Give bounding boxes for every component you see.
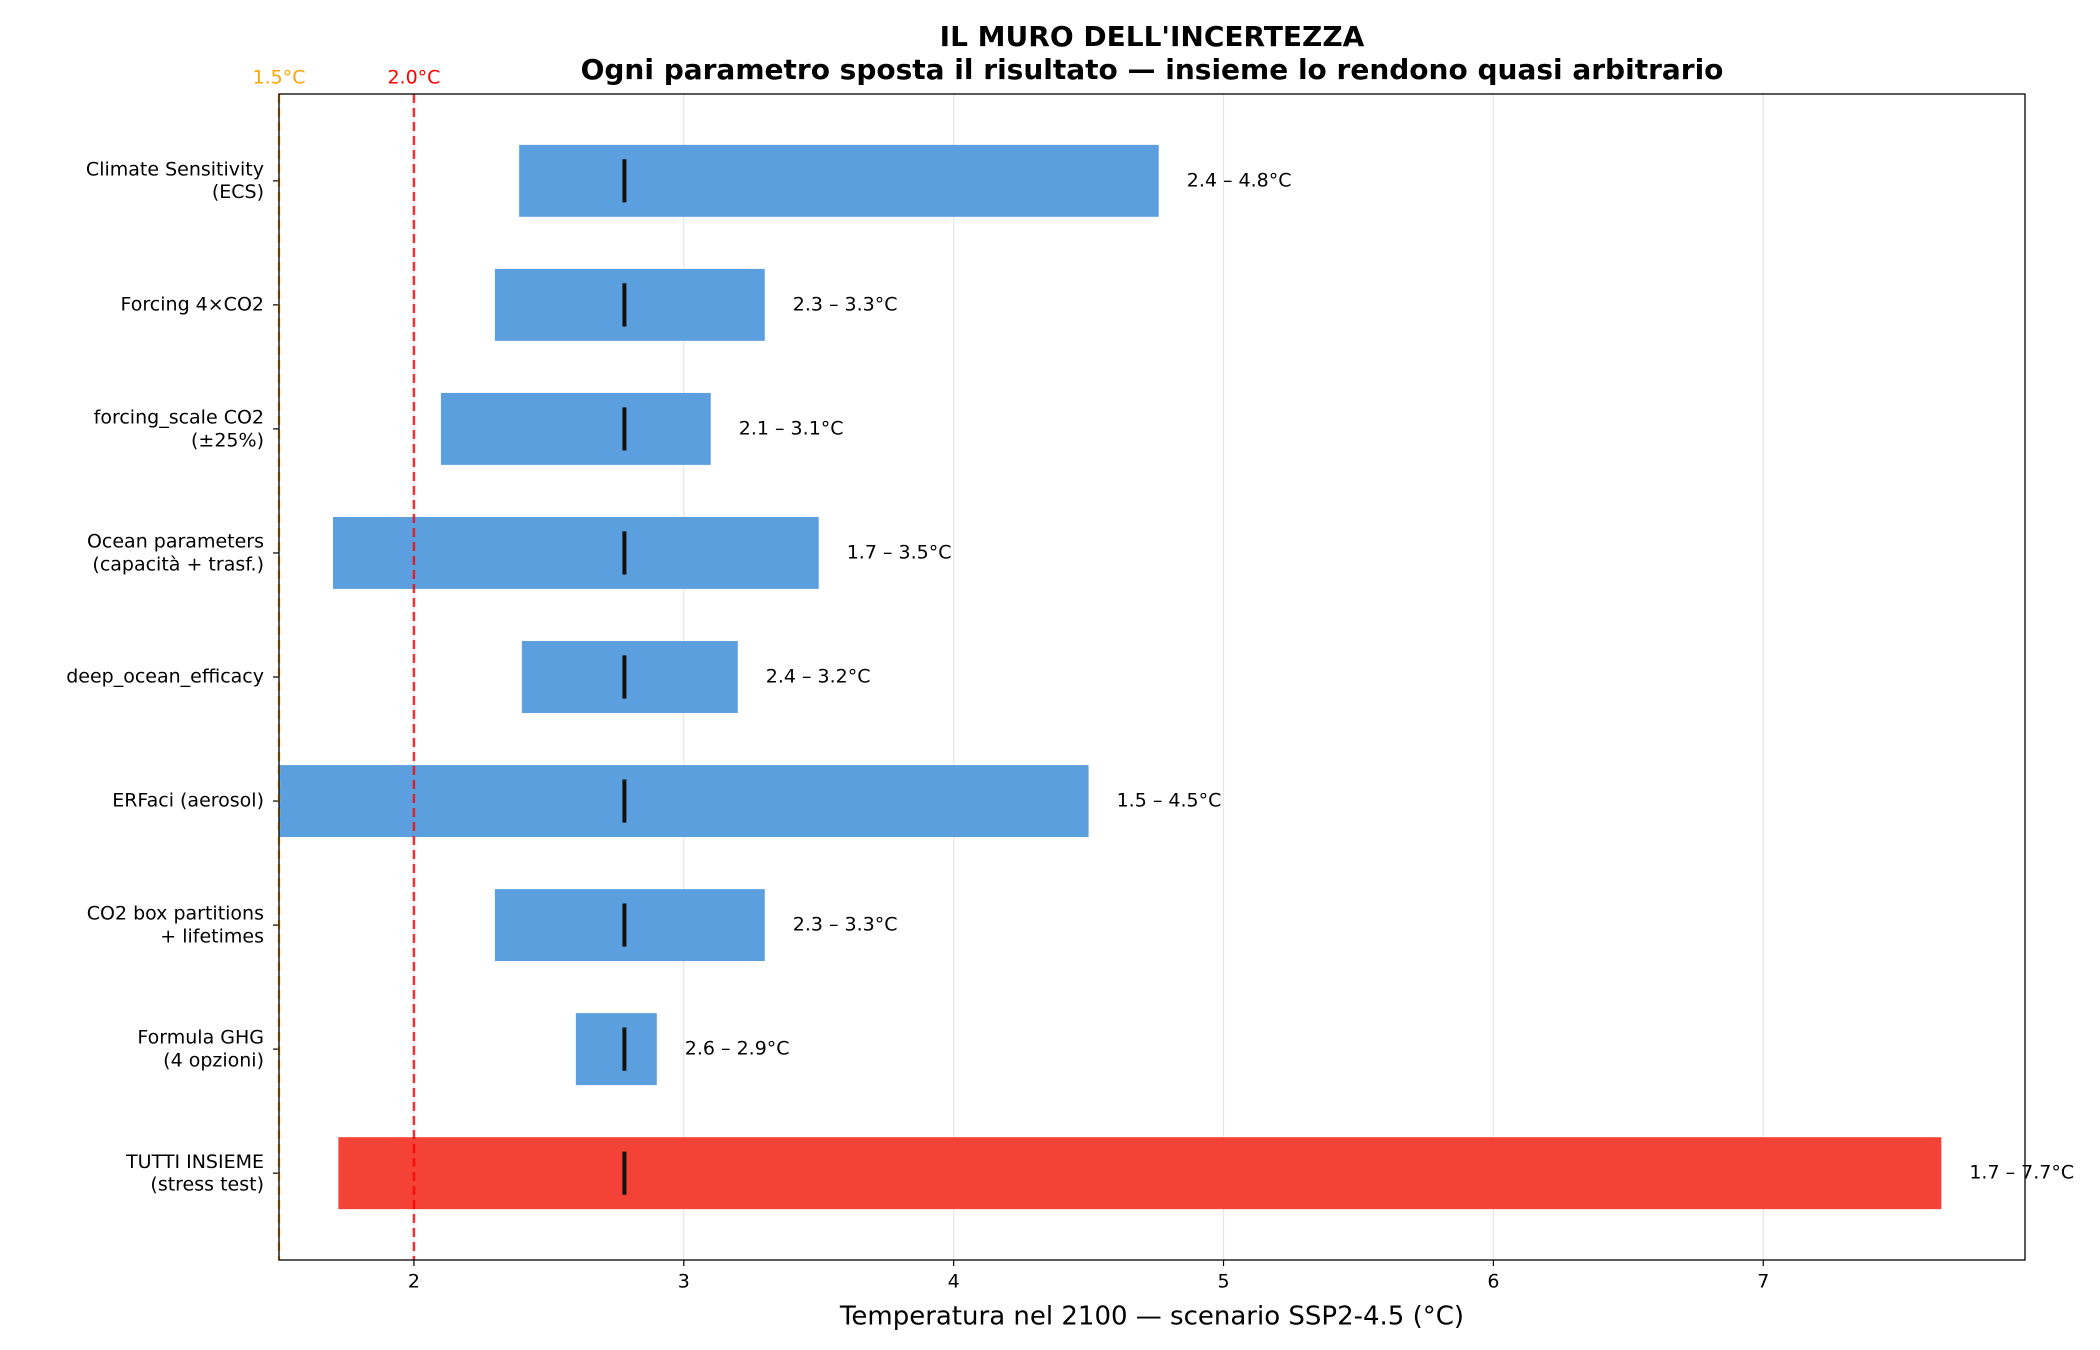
plot-frame [278,93,2026,1261]
y-tick-label: deep_ocean_efficacy [66,666,264,688]
chart-title: IL MURO DELL'INCERTEZZA [940,20,1365,53]
value-label: 1.7 – 3.5°C [847,541,952,563]
value-label: 2.4 – 4.8°C [1187,169,1292,191]
x-axis-label: Temperatura nel 2100 — scenario SSP2-4.5… [839,1302,1464,1332]
range-bar [332,516,819,589]
y-tick-label: Climate Sensitivity (ECS) [86,158,264,203]
range-bar [279,765,1089,838]
x-tick-label: 5 [1217,1271,1229,1293]
value-label: 1.7 – 7.7°C [1969,1162,2074,1184]
value-label: 2.4 – 3.2°C [766,666,871,688]
range-bar [494,889,765,962]
range-bar [575,1013,657,1086]
value-label: 2.1 – 3.1°C [739,417,844,439]
y-tick-label: Ocean parameters (capacità + trasf.) [87,530,264,575]
reference-label: 2.0°C [387,67,440,89]
y-tick-label: TUTTI INSIEME (stress test) [125,1150,264,1195]
y-tick-label: Formula GHG (4 opzioni) [137,1026,264,1071]
value-label: 2.3 – 3.3°C [793,914,898,936]
range-bar [519,144,1159,217]
value-label: 1.5 – 4.5°C [1117,790,1222,812]
y-tick-label: ERFaci (aerosol) [112,790,264,812]
y-tick-label: CO2 box partitions + lifetimes [87,902,264,947]
value-label: 2.6 – 2.9°C [685,1038,790,1060]
value-label: 2.3 – 3.3°C [793,293,898,315]
reference-label: 1.5°C [253,67,306,89]
x-tick-label: 4 [948,1271,960,1293]
chart-subtitle: Ogni parametro sposta il risultato — ins… [581,53,1724,86]
y-tick-label: Forcing 4×CO2 [121,293,264,315]
range-bar [338,1137,1942,1210]
x-tick-label: 3 [678,1271,690,1293]
range-bar [521,641,738,713]
range-bar [440,392,711,465]
x-tick-label: 6 [1487,1271,1499,1293]
x-tick-label: 2 [408,1271,420,1293]
range-bar [494,268,765,341]
y-tick-label: forcing_scale CO2 (±25%) [94,406,264,451]
x-tick-label: 7 [1757,1271,1769,1293]
